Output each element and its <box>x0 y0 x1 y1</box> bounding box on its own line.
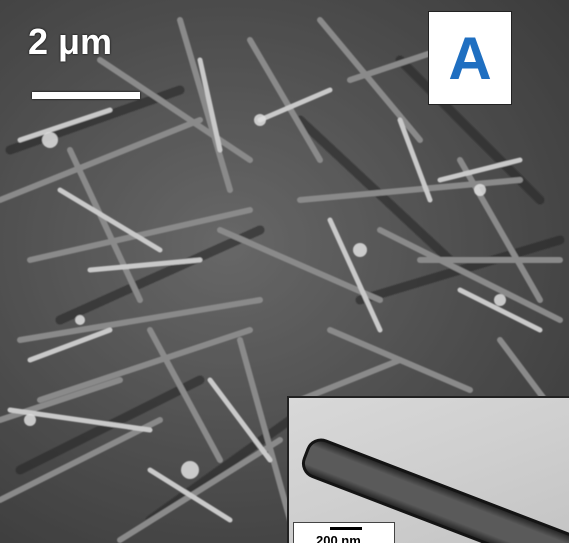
scale-bar-line <box>32 92 140 99</box>
scale-bar: 2 μm <box>28 21 150 99</box>
tem-inset: 200 nm <box>287 396 569 543</box>
inset-scale-bar: 200 nm <box>293 522 395 543</box>
tem-nanorod <box>301 438 569 543</box>
scale-bar-label: 2 μm <box>28 21 113 62</box>
inset-scale-bar-label: 200 nm <box>316 533 361 543</box>
inset-scale-bar-line <box>330 527 362 530</box>
panel-label: A <box>428 11 512 105</box>
